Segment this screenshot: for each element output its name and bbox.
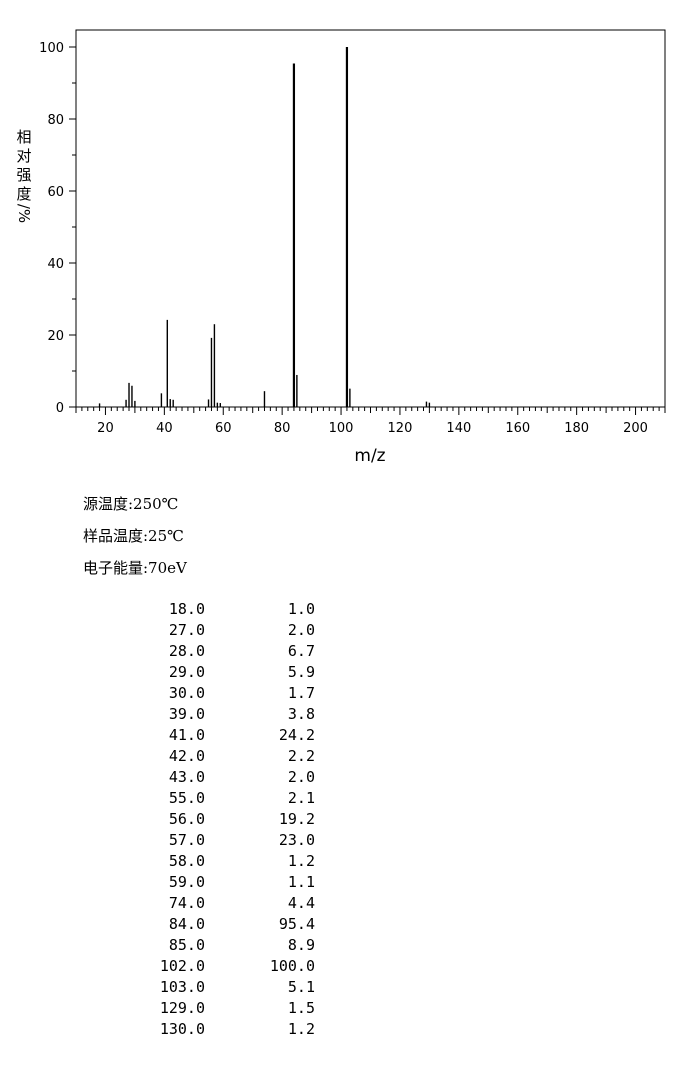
y-tick-label: 80 bbox=[47, 113, 64, 128]
table-row: 29.0 5.9 bbox=[130, 662, 315, 683]
y-tick-label: 0 bbox=[56, 401, 64, 416]
relative-intensity-value: 24.2 bbox=[278, 726, 315, 744]
table-row: 28.0 6.7 bbox=[130, 641, 315, 662]
table-row: 18.0 1.0 bbox=[130, 599, 315, 620]
acquisition-conditions: 源温度:250℃ 样品温度:25℃ 电子能量:70eV bbox=[83, 492, 187, 588]
mz-value: 42.0 bbox=[168, 747, 205, 765]
y-tick-label: 100 bbox=[39, 41, 64, 56]
relative-intensity-value: 1.1 bbox=[287, 873, 315, 891]
mz-value: 58.0 bbox=[168, 852, 205, 870]
table-row: 74.0 4.4 bbox=[130, 893, 315, 914]
table-row: 130.0 1.2 bbox=[130, 1019, 315, 1040]
relative-intensity-value: 1.2 bbox=[287, 852, 315, 870]
relative-intensity-value: 2.0 bbox=[287, 768, 315, 786]
relative-intensity-value: 1.2 bbox=[287, 1020, 315, 1038]
mz-value: 57.0 bbox=[168, 831, 205, 849]
table-row: 27.0 2.0 bbox=[130, 620, 315, 641]
table-row: 56.0 19.2 bbox=[130, 809, 315, 830]
x-tick-label: 120 bbox=[388, 421, 413, 436]
relative-intensity-value: 23.0 bbox=[278, 831, 315, 849]
y-axis-ticks: 0 20 40 60 80 100 bbox=[39, 41, 76, 416]
mz-value: 29.0 bbox=[168, 663, 205, 681]
relative-intensity-value: 95.4 bbox=[278, 915, 315, 933]
y-axis-label-char: 对 bbox=[16, 147, 32, 165]
mz-value: 130.0 bbox=[159, 1020, 205, 1038]
x-axis-ticks: 20 40 60 80 100 120 140 160 180 200 bbox=[75, 407, 666, 436]
y-axis-label-char: 相 bbox=[16, 128, 32, 146]
relative-intensity-value: 1.5 bbox=[287, 999, 315, 1017]
table-row: 55.0 2.1 bbox=[130, 788, 315, 809]
relative-intensity-value: 100.0 bbox=[269, 957, 315, 975]
mz-value: 59.0 bbox=[168, 873, 205, 891]
x-axis-label: m/z bbox=[354, 446, 385, 466]
table-row: 57.0 23.0 bbox=[130, 830, 315, 851]
y-tick-label: 60 bbox=[47, 185, 64, 200]
table-row: 30.0 1.7 bbox=[130, 683, 315, 704]
mz-value: 30.0 bbox=[168, 684, 205, 702]
peak-bars bbox=[98, 47, 431, 407]
x-tick-label: 160 bbox=[505, 421, 530, 436]
x-tick-label: 200 bbox=[623, 421, 648, 436]
peak-table: 18.0 1.0 27.0 2.0 28.0 6.7 29.0 5.9 30.0 1.7 39.0 3… bbox=[130, 599, 315, 1040]
table-row: 59.0 1.1 bbox=[130, 872, 315, 893]
relative-intensity-value: 5.9 bbox=[287, 663, 315, 681]
table-row: 43.0 2.0 bbox=[130, 767, 315, 788]
x-tick-label: 140 bbox=[446, 421, 471, 436]
table-row: 85.0 8.9 bbox=[130, 935, 315, 956]
relative-intensity-value: 2.0 bbox=[287, 621, 315, 639]
y-axis-label-char: 强 bbox=[16, 166, 32, 184]
mz-value: 28.0 bbox=[168, 642, 205, 660]
x-tick-label: 40 bbox=[156, 421, 173, 436]
mz-value: 102.0 bbox=[159, 957, 205, 975]
electron-energy: 电子能量:70eV bbox=[83, 559, 187, 577]
relative-intensity-value: 19.2 bbox=[278, 810, 315, 828]
mz-value: 103.0 bbox=[159, 978, 205, 996]
x-tick-label: 100 bbox=[329, 421, 354, 436]
mz-value: 56.0 bbox=[168, 810, 205, 828]
relative-intensity-value: 1.7 bbox=[287, 684, 315, 702]
table-row: 129.0 1.5 bbox=[130, 998, 315, 1019]
mz-value: 85.0 bbox=[168, 936, 205, 954]
mz-value: 41.0 bbox=[168, 726, 205, 744]
table-row: 84.0 95.4 bbox=[130, 914, 315, 935]
table-row: 39.0 3.8 bbox=[130, 704, 315, 725]
x-tick-label: 180 bbox=[564, 421, 589, 436]
relative-intensity-value: 4.4 bbox=[287, 894, 315, 912]
y-axis-label-char: /% bbox=[14, 204, 34, 223]
mz-value: 129.0 bbox=[159, 999, 205, 1017]
source-temperature: 源温度:250℃ bbox=[83, 495, 179, 513]
x-tick-label: 80 bbox=[274, 421, 291, 436]
y-tick-label: 40 bbox=[47, 257, 64, 272]
relative-intensity-value: 8.9 bbox=[287, 936, 315, 954]
mz-value: 39.0 bbox=[168, 705, 205, 723]
mz-value: 84.0 bbox=[168, 915, 205, 933]
sample-temperature: 样品温度:25℃ bbox=[83, 527, 184, 545]
relative-intensity-value: 2.1 bbox=[287, 789, 315, 807]
x-tick-label: 60 bbox=[215, 421, 232, 436]
table-row: 58.0 1.2 bbox=[130, 851, 315, 872]
mz-value: 74.0 bbox=[168, 894, 205, 912]
y-tick-label: 20 bbox=[47, 329, 64, 344]
y-axis-label: 相 对 强 度 /% bbox=[14, 128, 34, 223]
y-axis-label-unit: /% bbox=[15, 203, 34, 224]
mz-value: 27.0 bbox=[168, 621, 205, 639]
plot-frame bbox=[75, 29, 666, 408]
table-row: 102.0 100.0 bbox=[130, 956, 315, 977]
table-row: 103.0 5.1 bbox=[130, 977, 315, 998]
x-tick-label: 20 bbox=[97, 421, 114, 436]
relative-intensity-value: 5.1 bbox=[287, 978, 315, 996]
relative-intensity-value: 3.8 bbox=[287, 705, 315, 723]
table-row: 41.0 24.2 bbox=[130, 725, 315, 746]
mz-value: 43.0 bbox=[168, 768, 205, 786]
relative-intensity-value: 1.0 bbox=[287, 600, 315, 618]
y-axis-label-char: 度 bbox=[16, 185, 32, 203]
mz-value: 18.0 bbox=[168, 600, 205, 618]
mz-value: 55.0 bbox=[168, 789, 205, 807]
table-row: 42.0 2.2 bbox=[130, 746, 315, 767]
relative-intensity-value: 2.2 bbox=[287, 747, 315, 765]
relative-intensity-value: 6.7 bbox=[287, 642, 315, 660]
